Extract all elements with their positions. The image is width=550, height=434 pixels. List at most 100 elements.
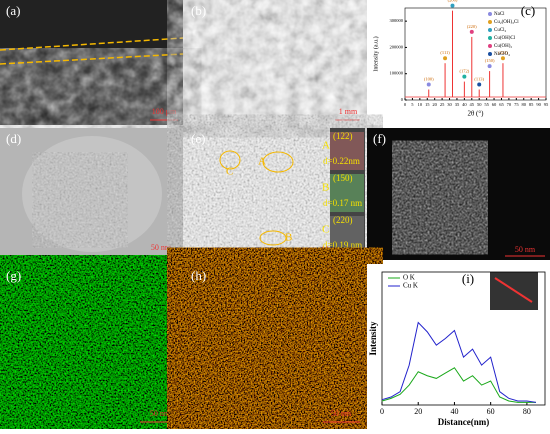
region-circle [262, 151, 294, 173]
legend-marker [488, 44, 492, 48]
peak-marker [487, 64, 492, 69]
scale-label: 1 mm [339, 107, 358, 116]
y-tick-label: 0 [401, 97, 404, 102]
x-tick-label: 60 [487, 407, 495, 416]
scale-label: 50 nm [151, 243, 172, 252]
y-axis-label: Intensity (a.u.) [372, 36, 379, 71]
y-axis-label: Intensity [368, 321, 378, 356]
x-tick-label: 5 [411, 102, 414, 107]
scale-label: 50 nm [515, 245, 536, 254]
legend-label: Cu K [403, 282, 418, 290]
inset-region: A [322, 140, 330, 152]
map-cu [15, 270, 175, 420]
scale-label: 50 nm [150, 409, 171, 418]
peak-label: (150) [485, 58, 495, 63]
x-tick-label: 40 [462, 102, 467, 107]
x-tick-label: 45 [470, 102, 475, 107]
legend-label: NaClO₄ [494, 52, 510, 57]
legend-marker [488, 36, 492, 40]
inset-lattice [330, 174, 364, 212]
image-b [185, 0, 365, 125]
panel-label: (a) [6, 3, 20, 18]
x-tick-label: 0 [404, 102, 407, 107]
x-tick-label: 10 [418, 102, 423, 107]
legend-label: O K [403, 274, 415, 282]
series-line [381, 367, 536, 403]
panel-label: (f) [373, 131, 386, 146]
region-label: A [258, 156, 266, 168]
x-axis-label: Distance(nm) [438, 417, 490, 427]
peak-label: (100) [424, 77, 434, 82]
peak-label: (222) [498, 50, 508, 55]
legend-label: NaCl [494, 12, 505, 17]
peak-marker [462, 74, 467, 79]
x-tick-label: 25 [440, 102, 445, 107]
x-tick-label: 15 [425, 102, 430, 107]
peak-label: (200) [448, 0, 458, 3]
region-circle [219, 150, 241, 170]
panel-label: (h) [191, 268, 206, 283]
panel-label: (e) [191, 131, 205, 146]
panel-label: (g) [6, 268, 21, 283]
inset-region: C [322, 224, 329, 236]
peak-marker [443, 56, 448, 61]
map-o [185, 264, 365, 429]
legend-marker [488, 20, 492, 24]
x-tick-label: 40 [450, 407, 458, 416]
guide [0, 37, 184, 51]
legend-marker [488, 12, 492, 16]
peak-marker [450, 3, 455, 8]
x-tick-label: 0 [380, 407, 384, 416]
particle [40, 160, 120, 240]
peak-marker [477, 82, 482, 87]
panel-label: (b) [191, 3, 206, 18]
region-label: B [285, 232, 292, 244]
scale-label: 100 μm [152, 107, 177, 116]
region-circle [259, 230, 287, 246]
inset-plane: (122) [333, 131, 353, 141]
legend-label: Cu₂(OH)₃Cl [494, 20, 519, 25]
inset-d: d=0.19 nm [323, 240, 362, 250]
x-tick-label: 35 [455, 102, 460, 107]
x-tick-label: 75 [514, 102, 519, 107]
inset-d: d=0.22nm [323, 156, 360, 166]
inset-lattice [330, 132, 364, 170]
panel-label: (c) [521, 3, 535, 18]
peak-marker [500, 56, 505, 61]
x-tick-label: 65 [499, 102, 504, 107]
x-tick-label: 20 [414, 407, 422, 416]
region-label: C [226, 166, 233, 178]
peak-label: (113) [474, 77, 484, 82]
x-tick-label: 70 [507, 102, 512, 107]
peak-marker [426, 82, 431, 87]
scan-line [494, 277, 533, 303]
x-axis-label: 2θ (°) [467, 110, 484, 118]
plot-frame [404, 7, 547, 101]
peak-marker [469, 29, 474, 34]
x-tick-label: 60 [492, 102, 497, 107]
peak-label: (220) [467, 24, 477, 29]
inset-plane: (220) [333, 215, 353, 225]
x-tick-label: 85 [529, 102, 534, 107]
guide [0, 53, 184, 65]
series-line [381, 321, 537, 403]
legend-label: Cu(OH)₂ [494, 44, 512, 49]
x-tick-label: 50 [477, 102, 482, 107]
image-a-surface [0, 55, 183, 125]
peak-label: (172) [459, 69, 469, 74]
legend-label: CuCl₂ [494, 28, 507, 33]
x-tick-label: 90 [536, 102, 541, 107]
inset-lattice [330, 216, 364, 254]
legend-marker [488, 52, 492, 56]
x-tick-label: 30 [447, 102, 452, 107]
legend-label: Cu(OH)Cl [494, 36, 516, 41]
panel-label: (d) [6, 131, 21, 146]
inset-plane: (150) [333, 173, 353, 183]
scale-label: 10 nm [321, 245, 342, 254]
inset-region: B [322, 182, 329, 194]
plot-frame [381, 271, 546, 406]
scale-label: 50 nm [331, 409, 352, 418]
y-tick-label: 300000 [390, 18, 404, 23]
y-tick-label: 200000 [390, 44, 404, 49]
